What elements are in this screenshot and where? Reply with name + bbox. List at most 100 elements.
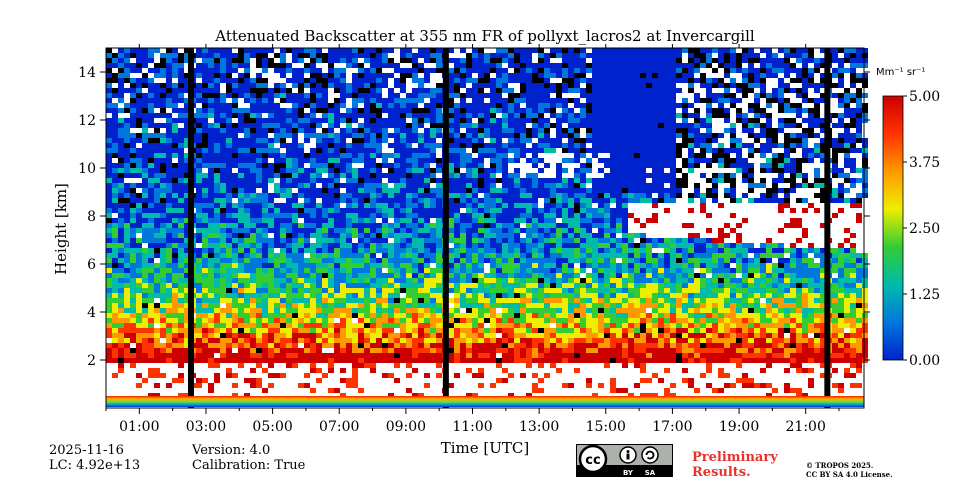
heatmap-cell — [214, 378, 220, 383]
heatmap-cell — [400, 363, 406, 368]
heatmap-cell — [472, 48, 478, 53]
heatmap-cell — [418, 298, 424, 303]
heatmap-cell — [340, 333, 346, 338]
heatmap-cell — [196, 363, 202, 368]
heatmap-cell — [220, 383, 226, 388]
heatmap-cell — [466, 323, 472, 328]
heatmap-cell — [400, 68, 406, 73]
heatmap-cell — [214, 358, 220, 363]
heatmap-cell — [142, 73, 148, 78]
heatmap-cell — [142, 193, 148, 198]
heatmap-cell — [262, 63, 268, 68]
heatmap-cell — [292, 248, 298, 253]
heatmap-cell — [196, 88, 202, 93]
heatmap-cell — [142, 253, 148, 258]
heatmap-cell — [184, 243, 190, 248]
heatmap-cell — [472, 258, 478, 263]
heatmap-cell — [418, 303, 424, 308]
heatmap-cell — [118, 78, 124, 83]
heatmap-cell — [418, 283, 424, 288]
heatmap-cell — [436, 73, 442, 78]
heatmap-cell — [388, 203, 394, 208]
heatmap-cell — [280, 333, 286, 338]
heatmap-cell — [298, 248, 304, 253]
heatmap-cell — [178, 358, 184, 363]
heatmap-cell — [508, 183, 514, 188]
heatmap-cell — [424, 358, 430, 363]
heatmap-cell — [112, 358, 118, 363]
heatmap-cell — [316, 48, 322, 53]
heatmap-cell — [232, 288, 238, 293]
heatmap-cell — [412, 233, 418, 238]
heatmap-cell — [484, 373, 490, 378]
heatmap-cell — [340, 233, 346, 238]
heatmap-cell — [448, 153, 454, 158]
heatmap-cell — [436, 133, 442, 138]
heatmap-cell — [244, 73, 250, 78]
heatmap-cell — [352, 238, 358, 243]
heatmap-cell — [526, 63, 532, 68]
heatmap-cell — [178, 233, 184, 238]
heatmap-cell — [202, 363, 208, 368]
heatmap-cell — [430, 48, 436, 53]
heatmap-cell — [508, 138, 514, 143]
heatmap-cell — [124, 323, 130, 328]
heatmap-cell — [394, 148, 400, 153]
heatmap-cell — [430, 313, 436, 318]
heatmap-cell — [250, 178, 256, 183]
heatmap-cell — [490, 68, 496, 73]
heatmap-cell — [172, 388, 178, 393]
heatmap-cell — [124, 188, 130, 193]
heatmap-cell — [490, 98, 496, 103]
heatmap-cell — [250, 188, 256, 193]
heatmap-cell — [388, 378, 394, 383]
heatmap-cell — [532, 83, 538, 88]
heatmap-cell — [388, 363, 394, 368]
heatmap-cell — [496, 93, 502, 98]
heatmap-cell — [310, 108, 316, 113]
heatmap-cell — [292, 133, 298, 138]
heatmap-cell — [334, 248, 340, 253]
heatmap-cell — [280, 53, 286, 58]
heatmap-cell — [448, 63, 454, 68]
heatmap-cell — [220, 148, 226, 153]
heatmap-cell — [448, 93, 454, 98]
heatmap-cell — [286, 343, 292, 348]
heatmap-cell — [184, 168, 190, 173]
heatmap-cell — [178, 278, 184, 283]
heatmap-cell — [496, 148, 502, 153]
heatmap-cell — [130, 318, 136, 323]
heatmap-cell — [406, 108, 412, 113]
heatmap-cell — [304, 88, 310, 93]
heatmap-cell — [460, 373, 466, 378]
heatmap-cell — [418, 323, 424, 328]
heatmap-cell — [466, 178, 472, 183]
heatmap-cell — [328, 88, 334, 93]
heatmap-cell — [154, 243, 160, 248]
heatmap-cell — [274, 118, 280, 123]
heatmap-cell — [256, 303, 262, 308]
heatmap-cell — [214, 93, 220, 98]
heatmap-cell — [352, 123, 358, 128]
heatmap-cell — [382, 168, 388, 173]
heatmap-cell — [460, 198, 466, 203]
heatmap-cell — [388, 173, 394, 178]
heatmap-cell — [376, 228, 382, 233]
heatmap-cell — [346, 388, 352, 393]
heatmap-cell — [478, 343, 484, 348]
heatmap-cell — [208, 53, 214, 58]
heatmap-cell — [322, 348, 328, 353]
heatmap-cell — [226, 163, 232, 168]
heatmap-cell — [526, 143, 532, 148]
heatmap-cell — [184, 78, 190, 83]
heatmap-cell — [214, 318, 220, 323]
heatmap-cell — [496, 283, 502, 288]
heatmap-cell — [418, 363, 424, 368]
heatmap-cell — [328, 218, 334, 223]
heatmap-cell — [250, 58, 256, 63]
heatmap-cell — [214, 138, 220, 143]
heatmap-cell — [196, 263, 202, 268]
heatmap-cell — [388, 268, 394, 273]
heatmap-cell — [268, 193, 274, 198]
heatmap-cell — [400, 193, 406, 198]
